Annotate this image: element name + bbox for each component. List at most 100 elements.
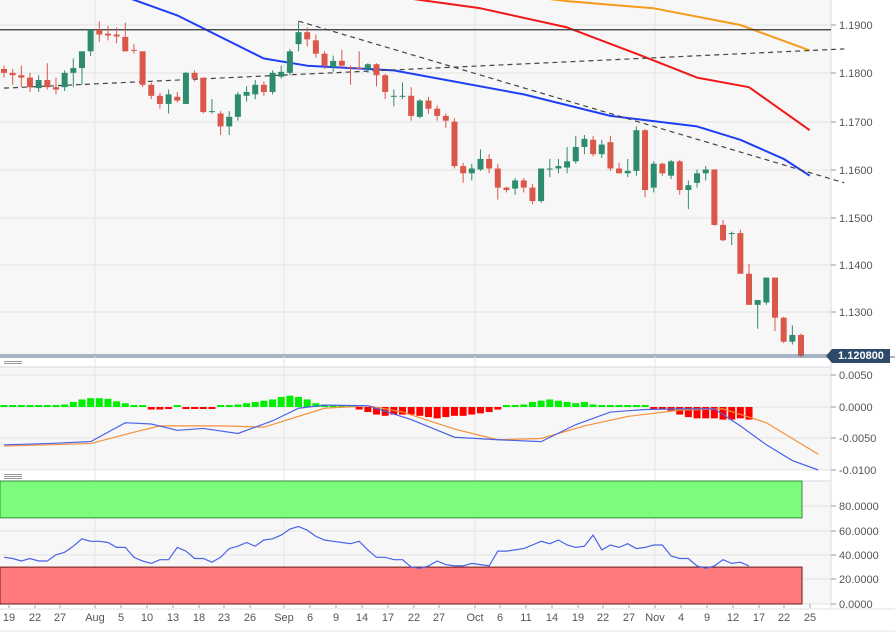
macd-pane-resize-handle[interactable] xyxy=(4,361,22,367)
candle[interactable] xyxy=(278,65,285,79)
candle[interactable] xyxy=(590,135,597,157)
candle[interactable] xyxy=(668,159,675,180)
candle[interactable] xyxy=(1,65,7,78)
rsi-pane-resize-handle[interactable] xyxy=(4,474,22,480)
candle[interactable] xyxy=(772,277,779,332)
candle[interactable] xyxy=(399,82,406,100)
candle[interactable] xyxy=(676,159,683,195)
candle[interactable] xyxy=(763,277,770,305)
candle[interactable] xyxy=(9,69,16,85)
candle[interactable] xyxy=(217,111,224,136)
candle[interactable] xyxy=(226,111,233,136)
candle[interactable] xyxy=(633,126,640,176)
rsi-axis[interactable]: 80.0000 60.0000 40.0000 20.0000 0.0000 xyxy=(831,501,879,611)
candle[interactable] xyxy=(442,113,449,128)
candle[interactable] xyxy=(61,70,68,92)
candle[interactable] xyxy=(252,80,259,100)
candle[interactable] xyxy=(208,99,215,114)
candle[interactable] xyxy=(780,316,787,344)
candle[interactable] xyxy=(200,77,207,114)
candle[interactable] xyxy=(581,135,588,155)
candle[interactable] xyxy=(460,162,467,183)
candle[interactable] xyxy=(572,135,579,164)
candle[interactable] xyxy=(96,21,103,42)
candle[interactable] xyxy=(304,27,311,47)
candle[interactable] xyxy=(616,162,623,174)
candle[interactable] xyxy=(624,158,631,178)
candle[interactable] xyxy=(477,149,484,171)
candle[interactable] xyxy=(174,91,181,103)
candle[interactable] xyxy=(520,178,527,193)
candle[interactable] xyxy=(408,87,415,121)
candle[interactable] xyxy=(234,91,241,121)
candle[interactable] xyxy=(130,44,137,54)
candle[interactable] xyxy=(26,72,33,92)
candle[interactable] xyxy=(104,25,111,41)
candle[interactable] xyxy=(330,55,337,72)
candle[interactable] xyxy=(685,180,692,210)
candle[interactable] xyxy=(737,229,744,274)
candle[interactable] xyxy=(356,51,363,70)
candle[interactable] xyxy=(312,34,319,58)
candle[interactable] xyxy=(78,51,85,85)
candle[interactable] xyxy=(416,99,423,119)
candle[interactable] xyxy=(35,75,42,92)
candle[interactable] xyxy=(711,169,718,226)
candle[interactable] xyxy=(512,178,519,195)
candle[interactable] xyxy=(260,81,267,96)
candle[interactable] xyxy=(694,169,701,188)
candle[interactable] xyxy=(650,161,657,193)
candle[interactable] xyxy=(52,77,59,95)
candle[interactable] xyxy=(425,96,432,114)
candle[interactable] xyxy=(382,73,389,100)
candle[interactable] xyxy=(789,325,796,345)
candle[interactable] xyxy=(191,70,198,82)
candle[interactable] xyxy=(494,163,501,200)
candle[interactable] xyxy=(156,92,163,109)
candle[interactable] xyxy=(113,27,120,44)
candle[interactable] xyxy=(451,118,458,169)
candle[interactable] xyxy=(182,71,189,104)
candle[interactable] xyxy=(642,129,649,198)
candle[interactable] xyxy=(564,146,571,174)
candle[interactable] xyxy=(607,135,614,171)
candle[interactable] xyxy=(373,63,380,87)
candle[interactable] xyxy=(139,51,146,88)
candle[interactable] xyxy=(321,51,328,70)
candle[interactable] xyxy=(165,89,172,114)
candle[interactable] xyxy=(148,82,155,100)
candle[interactable] xyxy=(434,105,441,121)
candle[interactable] xyxy=(269,70,276,95)
candle[interactable] xyxy=(538,168,545,203)
candle[interactable] xyxy=(243,86,250,102)
candle[interactable] xyxy=(286,48,293,76)
candle[interactable] xyxy=(18,65,25,88)
candle[interactable] xyxy=(659,162,666,176)
candle[interactable] xyxy=(598,139,605,158)
candle[interactable] xyxy=(486,154,493,174)
candle[interactable] xyxy=(338,49,345,70)
candle[interactable] xyxy=(503,186,510,193)
candle[interactable] xyxy=(364,63,371,73)
candle[interactable] xyxy=(746,264,753,305)
candle[interactable] xyxy=(728,231,735,246)
candle[interactable] xyxy=(529,183,536,205)
candle[interactable] xyxy=(44,63,51,90)
candle[interactable] xyxy=(754,300,761,329)
candle[interactable] xyxy=(798,333,804,358)
candle[interactable] xyxy=(468,163,475,181)
candle[interactable] xyxy=(295,21,302,52)
candle[interactable] xyxy=(720,220,727,242)
candle[interactable] xyxy=(70,58,77,88)
candle[interactable] xyxy=(87,29,94,57)
candle[interactable] xyxy=(546,158,553,178)
date-axis[interactable]: 19 22 27 Aug 5 10 13 18 23 26 Sep 6 9 14 17 22 27 Oct 6 11 1… xyxy=(3,604,816,624)
candle[interactable] xyxy=(555,158,562,174)
candle[interactable] xyxy=(347,65,354,85)
candle[interactable] xyxy=(702,166,709,181)
candle[interactable] xyxy=(390,89,397,107)
candle[interactable] xyxy=(122,22,129,52)
price-axis[interactable]: 1.1900 1.1800 1.1700 1.1600 1.1500 1.1400 1.13… xyxy=(831,20,873,319)
macd-axis[interactable]: 0.0050 0.0000 -0.0050 -0.0100 xyxy=(831,370,876,477)
